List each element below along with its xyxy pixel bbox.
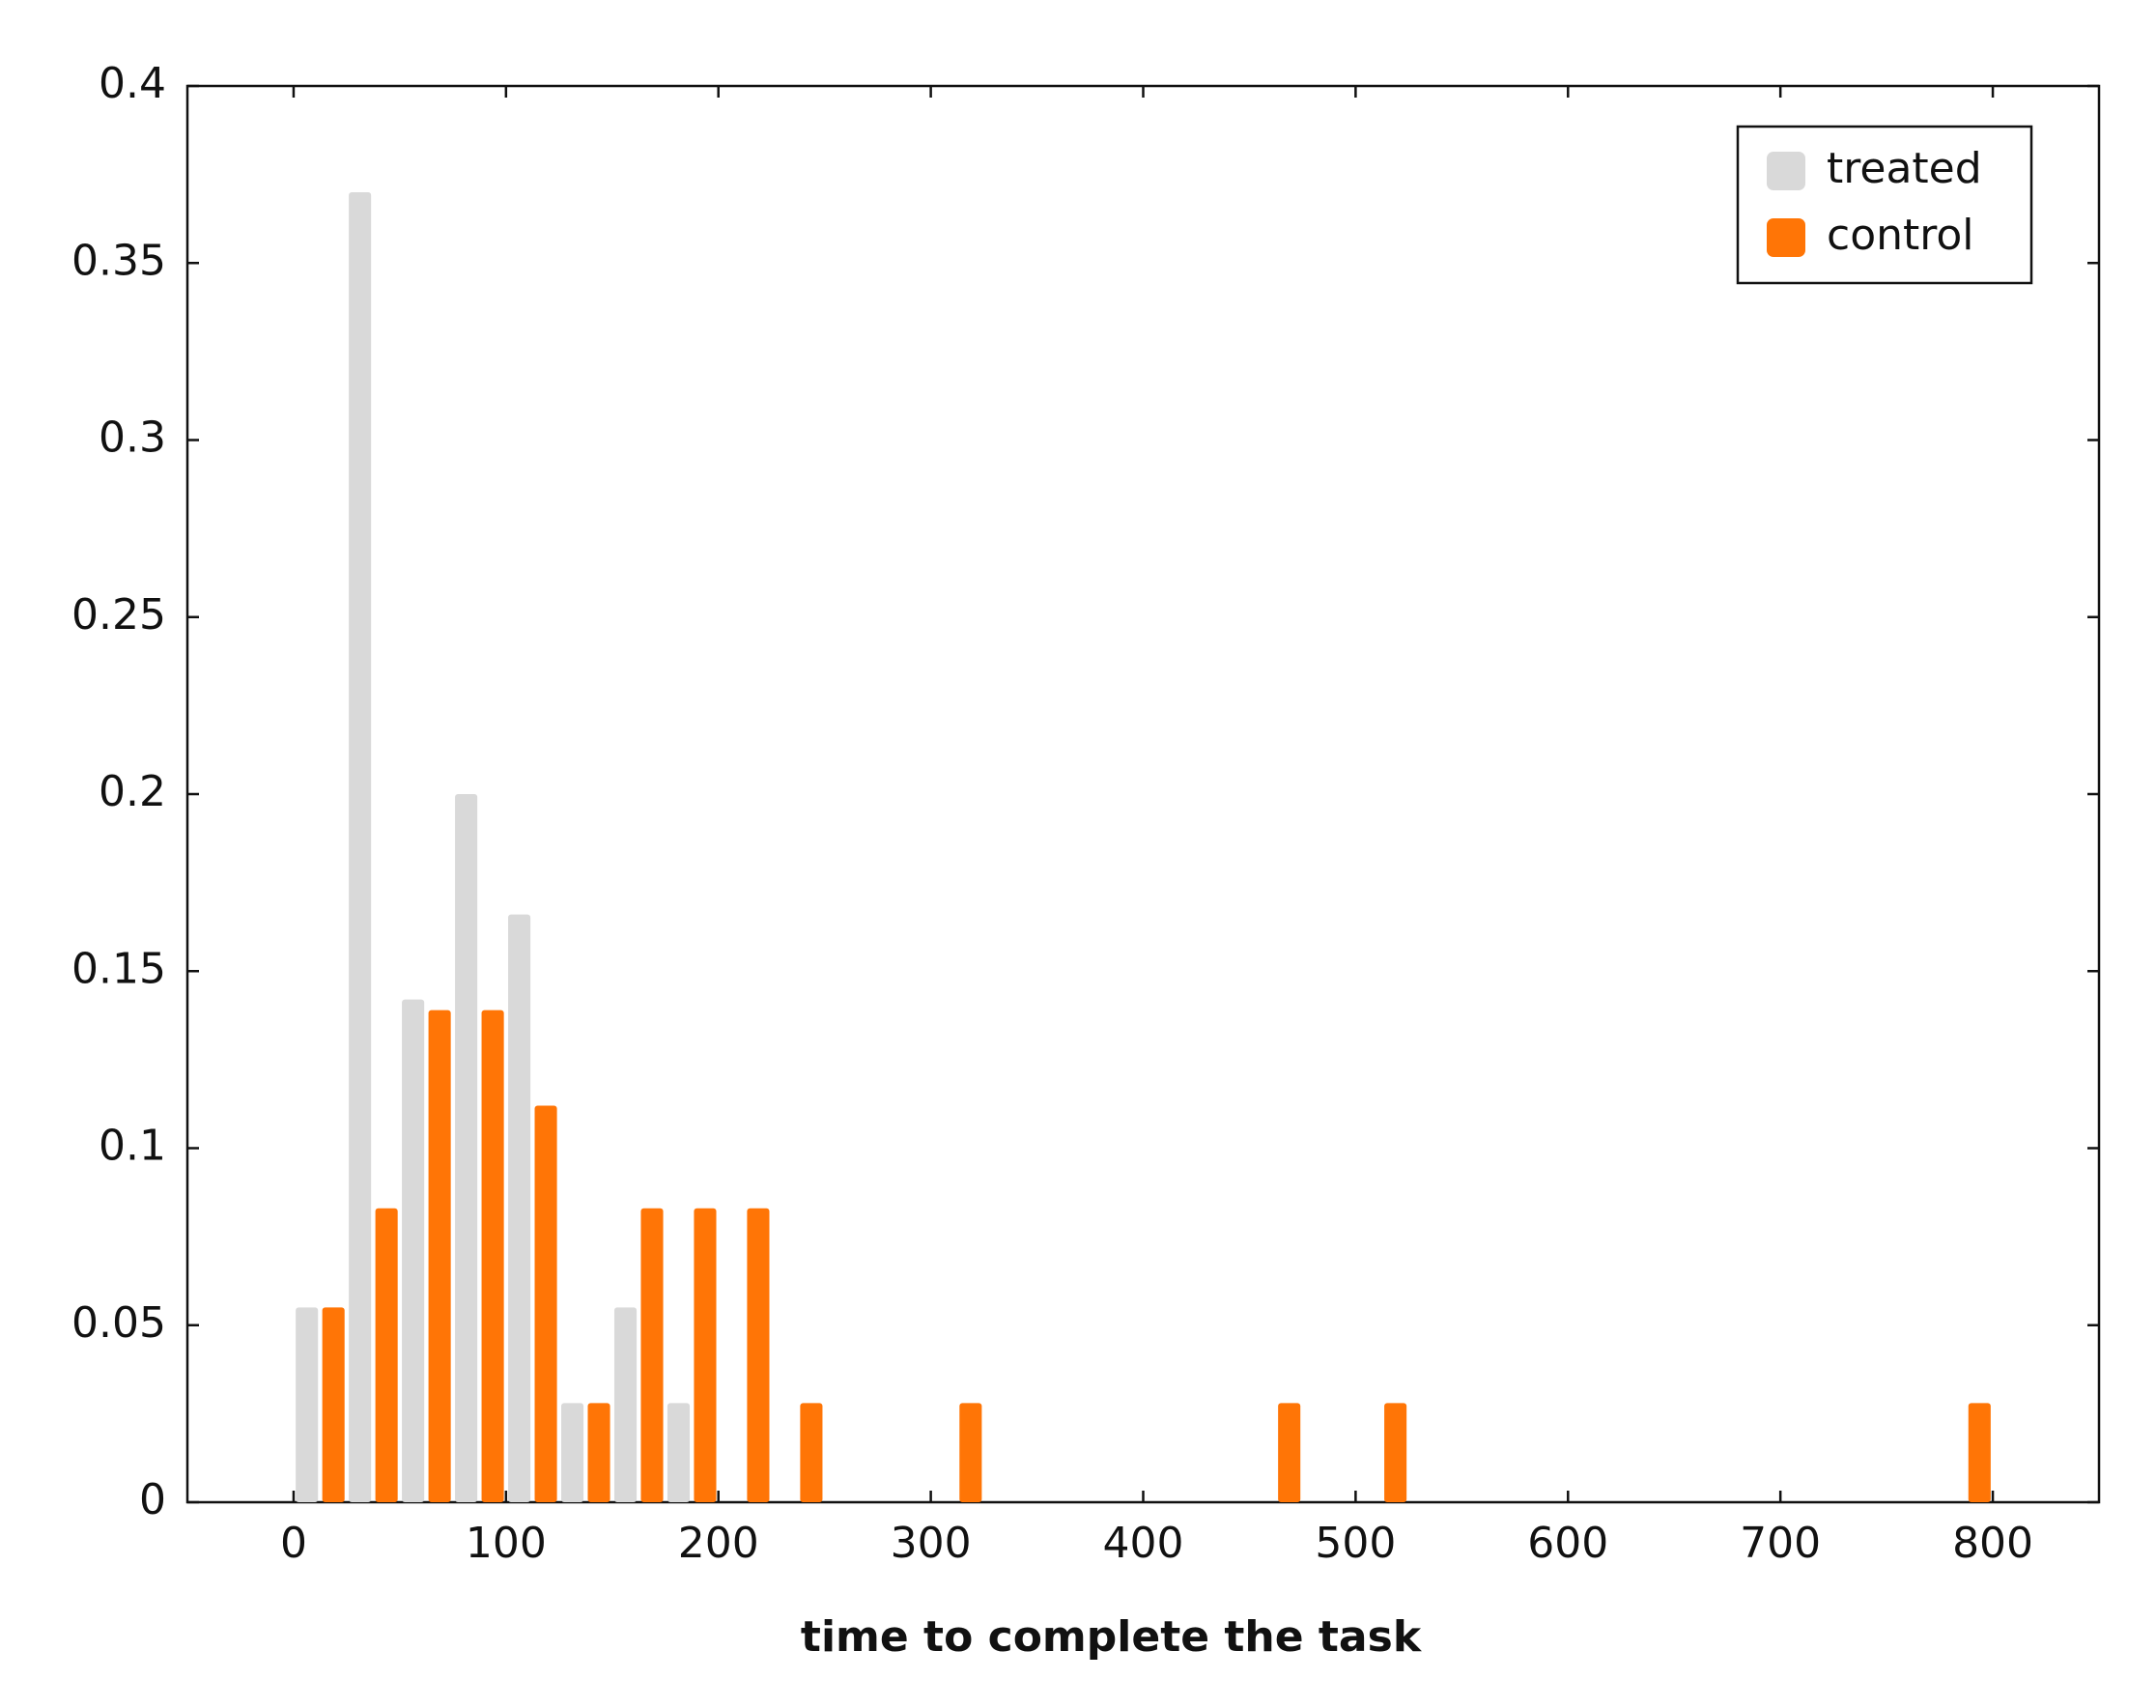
- bar: [402, 999, 425, 1502]
- y-tick-label: 0: [139, 1475, 166, 1524]
- bar: [349, 191, 372, 1503]
- y-tick-label: 0.1: [99, 1122, 166, 1171]
- bar: [375, 1208, 398, 1502]
- legend-swatch: [1767, 152, 1805, 190]
- bar: [694, 1208, 717, 1502]
- bar: [959, 1403, 982, 1502]
- bar: [747, 1208, 770, 1502]
- bar: [296, 1307, 319, 1502]
- bar: [613, 1307, 638, 1502]
- x-tick-label: 700: [1740, 1519, 1821, 1568]
- bar: [561, 1403, 584, 1502]
- legend-label: control: [1827, 211, 1974, 260]
- legend-swatch: [1767, 218, 1805, 257]
- bar: [1278, 1403, 1301, 1502]
- x-axis-label: time to complete the task: [801, 1612, 1423, 1662]
- y-tick-label: 0.3: [99, 413, 166, 463]
- bar: [508, 914, 531, 1502]
- bar: [322, 1307, 345, 1502]
- y-tick-label: 0.35: [71, 236, 166, 285]
- bar: [587, 1403, 610, 1502]
- x-tick-label: 300: [891, 1519, 972, 1568]
- bar: [800, 1403, 823, 1502]
- y-tick-label: 0.05: [71, 1298, 166, 1348]
- x-tick-label: 800: [1952, 1519, 2033, 1568]
- bar: [1968, 1403, 1991, 1502]
- x-tick-label: 0: [280, 1519, 307, 1568]
- bar: [1384, 1403, 1407, 1502]
- y-tick-label: 0.15: [71, 944, 166, 993]
- y-tick-label: 0.2: [99, 767, 166, 816]
- bar: [428, 1010, 451, 1502]
- legend-label: treated: [1827, 144, 1982, 193]
- y-tick-label: 0.4: [99, 59, 166, 108]
- x-tick-label: 200: [678, 1519, 759, 1568]
- y-tick-label: 0.25: [71, 590, 166, 640]
- bar: [481, 1010, 504, 1502]
- bar: [667, 1403, 691, 1502]
- x-tick-label: 500: [1315, 1519, 1396, 1568]
- bar: [640, 1208, 664, 1502]
- x-tick-label: 100: [466, 1519, 547, 1568]
- x-tick-label: 400: [1103, 1519, 1184, 1568]
- bar: [455, 794, 478, 1502]
- x-tick-label: 600: [1527, 1519, 1608, 1568]
- bar: [534, 1105, 557, 1502]
